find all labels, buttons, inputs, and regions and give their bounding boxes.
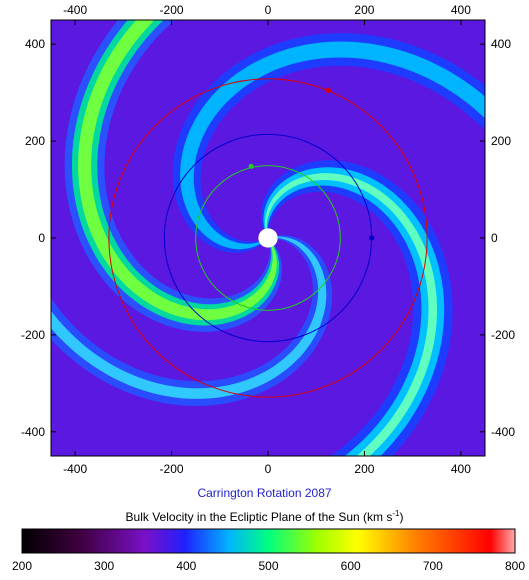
plot-area bbox=[50, 19, 486, 457]
y-tick-label-right: -200 bbox=[491, 328, 515, 342]
spiral-band bbox=[263, 167, 445, 456]
x-tick-label: 400 bbox=[451, 462, 471, 476]
colorbar-tick-label: 200 bbox=[12, 559, 32, 573]
y-tick-label-right: 0 bbox=[491, 231, 498, 245]
velocity-field bbox=[51, 20, 485, 456]
subtitle-main: Bulk Velocity in the Ecliptic Plane of t… bbox=[126, 510, 393, 524]
x-tick-label-top: 400 bbox=[451, 3, 471, 17]
x-tick-label: -200 bbox=[160, 462, 184, 476]
y-tick-label-right: 200 bbox=[491, 134, 511, 148]
colorbar-tick-label: 300 bbox=[94, 559, 114, 573]
y-tick-label: -200 bbox=[21, 328, 45, 342]
colorbar-ticks: 200 300 400 500 600 700 800 bbox=[12, 559, 525, 573]
x-tick-label-top: -200 bbox=[160, 3, 184, 17]
colorbar-tick-label: 800 bbox=[505, 559, 525, 573]
colorbar-tick-label: 400 bbox=[176, 559, 196, 573]
colorbar-tick-label: 500 bbox=[258, 559, 278, 573]
x-tick-label-top: -400 bbox=[63, 3, 87, 17]
orbit-ring bbox=[108, 78, 428, 398]
colorbar-tick-label: 600 bbox=[341, 559, 361, 573]
x-tick-label-top: 0 bbox=[265, 3, 272, 17]
chart-subtitle: Bulk Velocity in the Ecliptic Plane of t… bbox=[126, 509, 404, 524]
sun-marker bbox=[258, 228, 278, 248]
spiral-band bbox=[180, 41, 485, 250]
subtitle-superscript: -1 bbox=[392, 509, 400, 518]
y-tick-label: -400 bbox=[21, 425, 45, 439]
planet-marker bbox=[325, 87, 331, 93]
spiral-band bbox=[172, 33, 485, 253]
planet-marker bbox=[248, 163, 254, 169]
orbit-ring bbox=[195, 165, 341, 311]
planet-marker bbox=[369, 235, 375, 241]
colorbar bbox=[21, 528, 516, 554]
x-tick-label-top: 200 bbox=[354, 3, 374, 17]
planet-orbits bbox=[108, 78, 428, 398]
x-tick-label: 200 bbox=[354, 462, 374, 476]
y-tick-label-right: -400 bbox=[491, 425, 515, 439]
subtitle-end: ) bbox=[399, 510, 403, 524]
x-tick-label: 0 bbox=[265, 462, 272, 476]
colorbar-tick-label: 700 bbox=[423, 559, 443, 573]
y-tick-label: 400 bbox=[25, 37, 45, 51]
axes: -400 -400 -200 -200 0 0 200 200 400 400 400 400 200 2… bbox=[21, 3, 515, 476]
chart-title: Carrington Rotation 2087 bbox=[197, 486, 331, 500]
y-tick-label: 200 bbox=[25, 134, 45, 148]
y-tick-label-right: 400 bbox=[491, 37, 511, 51]
y-tick-label: 0 bbox=[38, 231, 45, 245]
x-tick-label: -400 bbox=[63, 462, 87, 476]
